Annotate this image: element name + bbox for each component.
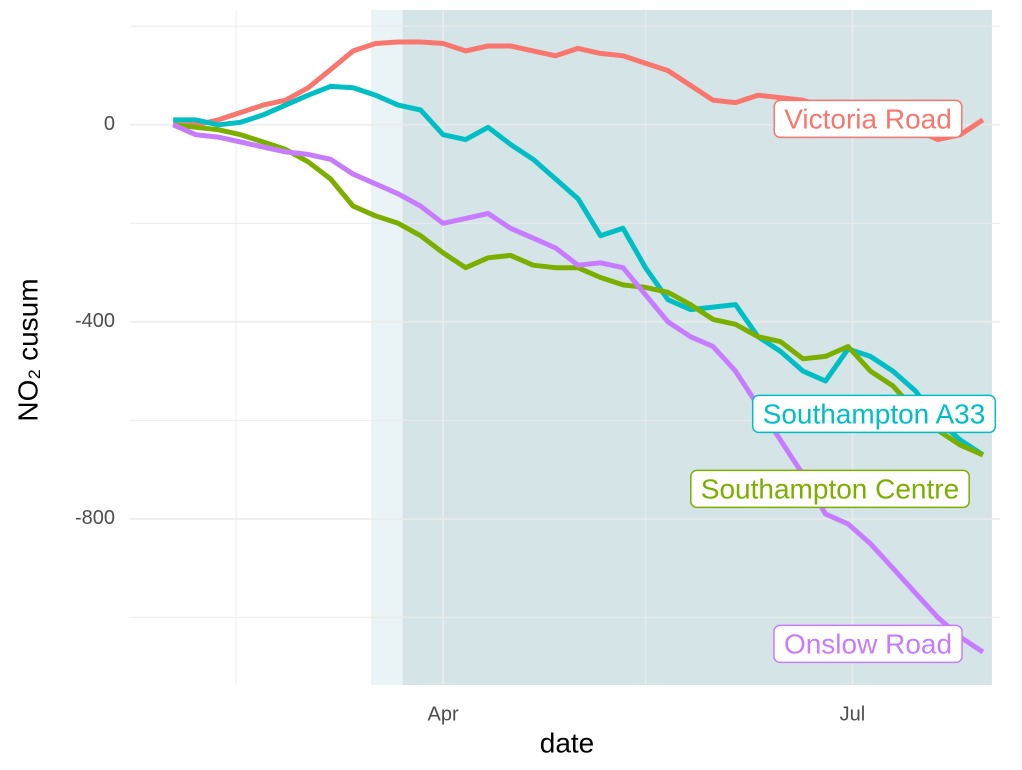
series-label-text: Victoria Road [784,103,952,134]
x-tick-label: Apr [428,703,459,725]
series-label: Onslow Road [773,624,963,664]
series-label-box [690,469,970,509]
y-axis-title: NO₂ cusum [12,278,43,421]
series-label: Victoria Road [773,99,963,139]
series-line [172,122,984,458]
series-label-box [773,99,963,139]
y-tick-label: 0 [104,113,115,135]
series-label: Southampton A33 [751,394,997,434]
series-label: Southampton Centre [690,469,970,509]
series-label-box [773,624,963,664]
series-label-text: Onslow Road [784,628,952,659]
series-label-text: Southampton A33 [763,398,986,429]
y-tick-label: -400 [75,310,115,332]
x-axis-title: date [540,727,595,758]
x-tick-label: Jul [840,703,866,725]
series-label-text: Southampton Centre [701,473,959,504]
series-label-box [751,394,997,434]
y-tick-label: -800 [75,507,115,529]
series-line [172,122,985,655]
